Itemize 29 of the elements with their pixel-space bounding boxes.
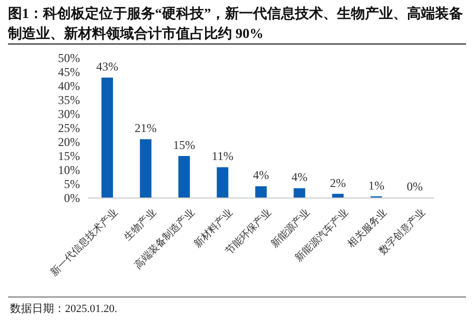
text: 数据日期：2025.01.20. bbox=[10, 303, 118, 315]
y-tick-label: 20% bbox=[58, 134, 80, 149]
bar bbox=[216, 167, 228, 198]
bar bbox=[255, 186, 267, 198]
chart-title: 图1：科创板定位于服务“硬科技”，新一代信息技术、生物产业、高端装备制造业、新材料领域合计市值占比约 90% bbox=[7, 5, 463, 42]
bar bbox=[140, 139, 152, 198]
bar bbox=[294, 188, 306, 198]
data-label: 15% bbox=[173, 138, 196, 152]
y-tick-label: 35% bbox=[58, 92, 80, 107]
x-tick-label: 新一代信息技术产业 bbox=[48, 206, 120, 278]
data-label: 4% bbox=[253, 168, 269, 182]
y-tick-label: 45% bbox=[58, 64, 80, 79]
data-label: 1% bbox=[368, 178, 384, 192]
bar bbox=[101, 78, 113, 198]
y-tick-label: 0% bbox=[64, 190, 80, 205]
data-label: 0% bbox=[406, 180, 423, 194]
data-label: 4% bbox=[291, 170, 308, 184]
y-tick-label: 15% bbox=[58, 148, 80, 163]
y-tick-label: 50% bbox=[58, 50, 80, 65]
data-label: 2% bbox=[330, 176, 346, 190]
bar bbox=[178, 156, 190, 198]
data-label: 11% bbox=[212, 149, 234, 164]
y-tick-label: 40% bbox=[58, 78, 80, 93]
data-label: 43% bbox=[96, 60, 118, 74]
y-tick-label: 30% bbox=[58, 106, 80, 121]
y-tick-label: 10% bbox=[58, 162, 80, 177]
y-tick-label: 5% bbox=[64, 176, 80, 191]
data-label: 21% bbox=[134, 121, 157, 136]
y-tick-label: 25% bbox=[58, 120, 80, 135]
